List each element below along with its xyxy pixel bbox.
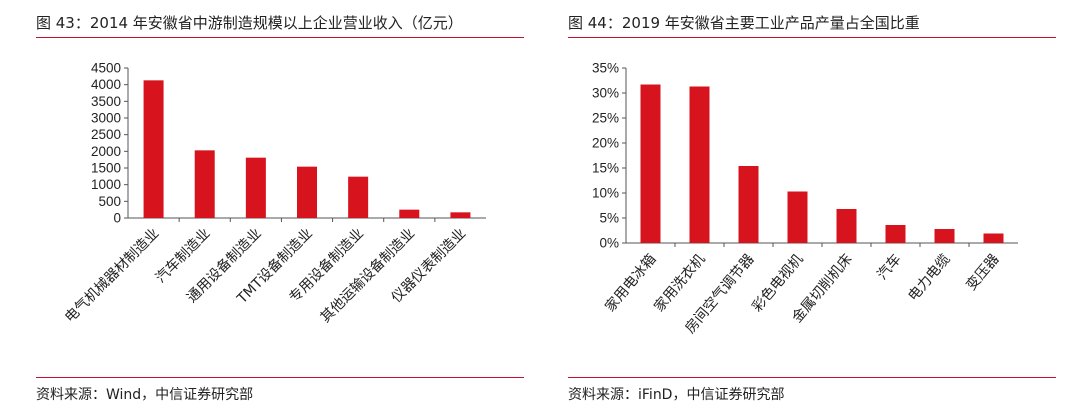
bar [738,166,759,243]
y-tick-label: 3000 [91,111,121,126]
bar [399,209,420,218]
y-tick-label: 25% [592,111,619,126]
chart-panel-fig44: 图 44：2019 年安徽省主要工业产品产量占全国比重 0% 5% 10% 15% 20… [568,0,1078,414]
y-tick-label: 2500 [91,127,121,142]
x-category-label: 汽车 [874,251,905,283]
y-tick-label: 20% [592,136,619,151]
x-category-label: 变压器 [963,251,1002,293]
chart-title: 图 43：2014 年安徽省中游制造规模以上企业营业收入（亿元） [36,14,463,32]
x-category-label: 电气机械器材制造业 [62,226,162,326]
y-tick-label: 4500 [91,61,121,76]
y-tick-label: 0% [599,236,619,251]
y-tick-label: 5% [599,211,619,226]
y-tick-label: 1500 [91,161,121,176]
source-note: 资料来源：Wind，中信证券研究部 [36,387,254,403]
y-tick-label: 30% [592,86,619,101]
source-note: 资料来源：iFinD，中信证券研究部 [568,387,785,403]
y-tick-label: 4000 [91,77,121,92]
title-divider [36,37,524,38]
bar [836,209,857,243]
bar [689,86,710,243]
y-tick-label: 0 [113,211,121,226]
bar [245,157,266,218]
y-tick-label: 35% [592,61,619,76]
chart-title: 图 44：2019 年安徽省主要工业产品产量占全国比重 [568,14,920,32]
bar [983,233,1004,243]
y-tick-label: 2000 [91,144,121,159]
y-tick-label: 500 [98,194,121,209]
bar [348,176,369,218]
title-divider [568,37,1056,38]
y-tick-label: 15% [592,161,619,176]
bar [297,166,317,218]
y-tick-label: 10% [592,186,619,201]
source-divider [568,377,1056,378]
y-tick-label: 3500 [91,94,121,109]
bar [194,150,215,218]
bar [143,80,164,218]
x-category-label: 电力电缆 [905,251,953,304]
bar-chart-share: 0%5%10%15%20%25%30%35%家用电冰箱家用洗衣机房间空气调节器彩… [592,61,1018,337]
bar [787,191,808,243]
bar [640,84,661,243]
bar [934,229,955,243]
source-divider [36,377,524,378]
y-tick-label: 1000 [91,177,121,192]
bar [450,212,471,218]
bar [885,225,906,243]
x-category-label: 其他运输设备制造业 [317,225,418,326]
chart-panel-fig43: 图 43：2014 年安徽省中游制造规模以上企业营业收入（亿元） 0 500 100… [36,0,546,414]
